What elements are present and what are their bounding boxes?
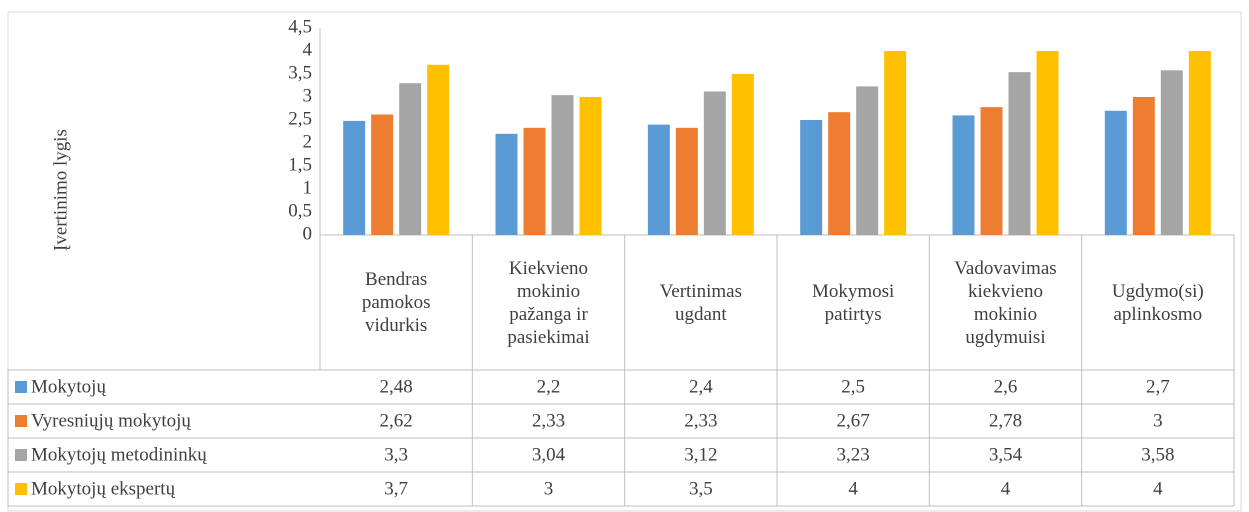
bar (1036, 51, 1059, 235)
chart-border (7, 11, 1242, 512)
table-value: 3,3 (384, 444, 408, 465)
category-label: Vadovavimas kiekvieno mokinio ugdymuisi (954, 257, 1057, 348)
table-value: 2,7 (1146, 376, 1170, 397)
table-value: 3,58 (1141, 444, 1174, 465)
y-tick-label: 0,5 (288, 200, 312, 221)
legend-swatch (15, 449, 27, 461)
y-tick-label: 2 (303, 131, 313, 152)
bar (399, 83, 422, 235)
bar (856, 86, 879, 235)
bar (1160, 70, 1183, 235)
table-value: 2,62 (380, 410, 413, 431)
bar (703, 91, 726, 235)
bar (1008, 72, 1031, 235)
y-tick-label: 4,5 (288, 16, 312, 37)
y-tick-label: 3,5 (288, 62, 312, 83)
bar (427, 64, 450, 235)
bar (675, 127, 698, 235)
y-tick-label: 4 (303, 39, 313, 60)
bar (980, 107, 1003, 235)
category-label: Kiekvieno mokinio pažanga ir pasiekimai (507, 257, 590, 348)
table-value: 3,12 (684, 444, 717, 465)
table-value: 2,5 (841, 376, 865, 397)
legend-label: Mokytojų metodininkų (31, 444, 207, 465)
table-value: 3,54 (989, 444, 1023, 465)
y-tick-label: 3 (303, 85, 313, 106)
bar (579, 97, 602, 235)
table-value: 4 (848, 478, 858, 499)
table-value: 2,33 (684, 410, 717, 431)
bar (884, 51, 907, 235)
table-value: 3,04 (532, 444, 566, 465)
y-tick-label: 1 (303, 177, 313, 198)
table-value: 3,23 (837, 444, 870, 465)
table-value: 2,67 (837, 410, 870, 431)
category-label: Vertinimas ugdant (659, 280, 742, 325)
category-label: Mokymosi patirtys (811, 280, 895, 325)
table-value: 2,33 (532, 410, 565, 431)
y-axis-label: Įvertinimo lygis (50, 129, 71, 251)
table-value: 2,78 (989, 410, 1022, 431)
table-value: 3 (1153, 410, 1163, 431)
bar (828, 112, 851, 235)
y-tick-label: 0 (303, 223, 313, 244)
category-label: Bendras pamokos vidurkis (361, 269, 431, 336)
y-tick-label: 2,5 (288, 108, 312, 129)
table-value: 3,5 (689, 478, 713, 499)
table-value: 3 (544, 478, 554, 499)
y-tick-label: 1,5 (288, 154, 312, 175)
legend-label: Vyresniųjų mokytojų (31, 410, 191, 431)
legend-label: Mokytojų ekspertų (31, 478, 176, 499)
table-value: 2,48 (380, 376, 413, 397)
bar (551, 95, 574, 235)
bar (343, 120, 366, 235)
bar (1188, 51, 1211, 235)
legend-swatch (15, 415, 27, 427)
bar (800, 120, 823, 235)
bar (731, 74, 754, 235)
table-value: 2,4 (689, 376, 713, 397)
bar (1104, 110, 1127, 235)
legend-label: Mokytojų (31, 376, 106, 397)
bar (371, 114, 394, 235)
table-value: 2,6 (994, 376, 1018, 397)
table-value: 2,2 (537, 376, 561, 397)
bar (495, 133, 518, 235)
table-value: 3,7 (384, 478, 408, 499)
table-value: 4 (1001, 478, 1011, 499)
bar (647, 124, 670, 235)
bar (1132, 97, 1155, 235)
bar (523, 127, 546, 235)
legend-swatch (15, 483, 27, 495)
legend-swatch (15, 381, 27, 393)
bar (952, 115, 975, 235)
category-label: Ugdymo(si) aplinkosmo (1111, 280, 1204, 325)
table-value: 4 (1153, 478, 1163, 499)
